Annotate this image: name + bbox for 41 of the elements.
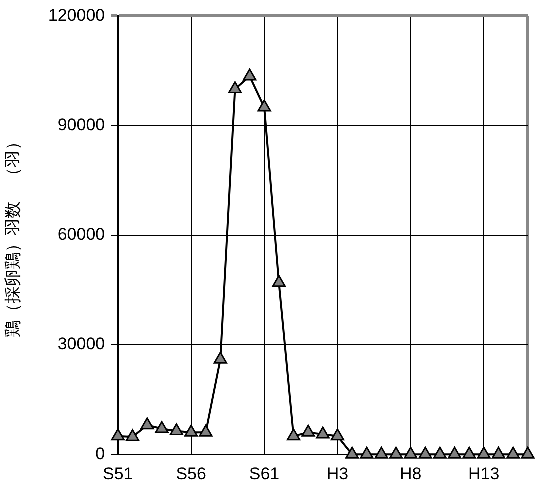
y-axis-title: 鶏（採卵鶏）羽数 （羽） [4, 133, 24, 338]
point [140, 418, 154, 430]
point [462, 446, 476, 459]
x-tick-label: H8 [400, 464, 422, 484]
y-tick-label: 0 [96, 444, 106, 464]
y-tick-label: 90000 [58, 115, 106, 134]
point [286, 428, 301, 441]
point [228, 82, 242, 94]
point [477, 446, 491, 459]
y-tick-label: 30000 [58, 334, 106, 354]
point [521, 446, 535, 459]
x-tick-label: H13 [468, 464, 500, 484]
point [214, 352, 228, 364]
point [111, 428, 125, 441]
point [243, 68, 257, 81]
x-tick-label: S56 [176, 464, 206, 484]
point [448, 446, 462, 459]
point [506, 446, 520, 459]
point [302, 424, 316, 437]
point [199, 424, 213, 437]
point [492, 446, 506, 459]
point [170, 423, 184, 436]
point [316, 426, 330, 439]
y-tick-label: 60000 [58, 225, 106, 244]
x-tick-label: H3 [326, 464, 349, 484]
y-tick-label: 120000 [48, 6, 106, 25]
x-tick-label: S61 [249, 464, 280, 484]
point [258, 100, 272, 112]
point [346, 446, 360, 459]
point [272, 275, 286, 288]
point [374, 446, 388, 459]
point [360, 446, 374, 459]
point [404, 446, 418, 459]
x-tick-label: S51 [103, 464, 134, 484]
point [155, 421, 169, 434]
point [389, 446, 404, 459]
point [330, 428, 345, 441]
point [433, 446, 447, 459]
point [184, 424, 198, 437]
point [126, 429, 140, 442]
point [418, 446, 432, 459]
